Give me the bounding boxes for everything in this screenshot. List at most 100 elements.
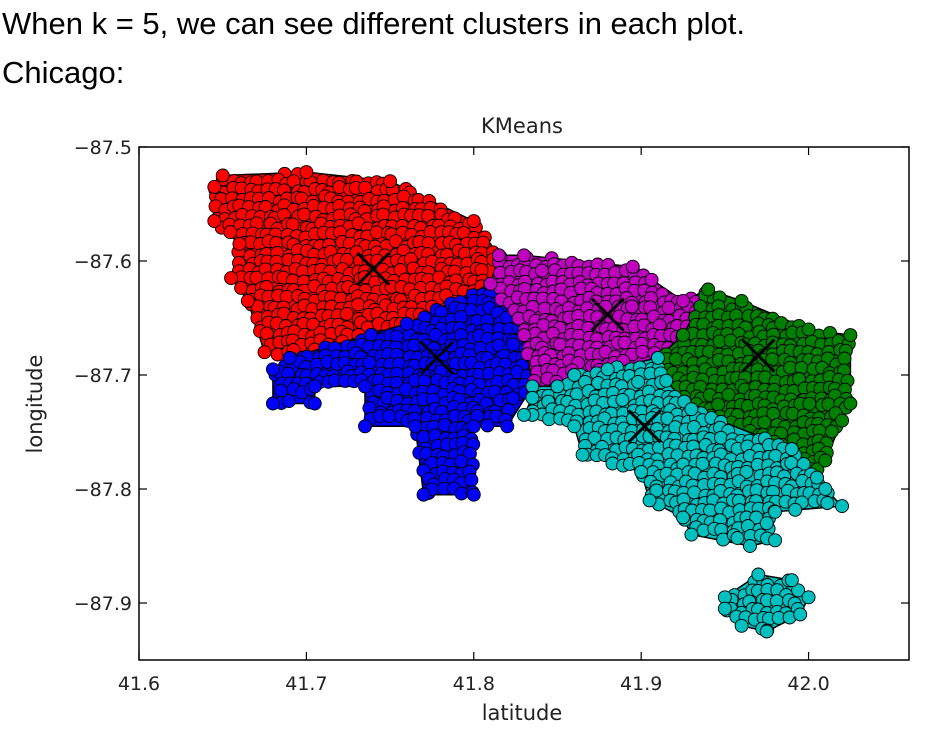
data-point — [625, 259, 640, 274]
data-point — [376, 207, 391, 222]
y-tick-label: −87.8 — [74, 479, 132, 501]
data-point — [835, 499, 849, 514]
data-point — [676, 510, 690, 525]
axis-ticks: 41.6 41.7 41.8 41.9 42.0 −87.5 −87.6 −87.7 −87.8… — [74, 137, 909, 695]
data-point — [734, 293, 749, 308]
cluster-points — [207, 165, 858, 639]
data-point — [835, 413, 849, 428]
data-point — [207, 214, 222, 229]
cluster-5 — [517, 350, 849, 553]
data-point — [382, 409, 397, 424]
centroid-x-marker — [627, 409, 662, 444]
data-point — [631, 374, 646, 389]
data-point — [517, 407, 531, 422]
data-point — [299, 165, 314, 180]
data-point — [297, 207, 311, 222]
data-point — [659, 373, 674, 388]
data-point — [224, 271, 239, 286]
data-point — [550, 379, 565, 394]
data-point — [464, 472, 479, 487]
data-point — [215, 168, 230, 183]
data-point — [265, 362, 280, 377]
data-point — [739, 464, 754, 479]
data-point — [843, 328, 858, 343]
data-point — [399, 316, 414, 331]
data-point — [615, 392, 630, 407]
centroid-x-marker — [419, 340, 455, 375]
data-point — [824, 424, 839, 439]
data-point — [734, 618, 749, 633]
data-point — [240, 293, 255, 308]
data-point — [600, 362, 615, 377]
data-point — [358, 379, 372, 394]
data-point — [491, 248, 506, 263]
plot-frame — [138, 146, 910, 661]
x-tick-label: 42.0 — [787, 673, 829, 695]
data-point — [730, 531, 745, 545]
centroid-markers — [356, 251, 776, 444]
y-tick-label: −87.9 — [74, 593, 132, 615]
data-point — [661, 300, 676, 315]
data-point — [759, 624, 774, 639]
data-point — [517, 248, 531, 263]
data-point — [466, 419, 481, 434]
data-point — [757, 415, 772, 430]
data-point — [416, 487, 431, 502]
data-point — [837, 351, 852, 366]
cluster-1 — [207, 165, 506, 365]
data-point — [383, 174, 398, 189]
y-tick-label: −87.7 — [74, 365, 132, 387]
centroid-x-marker — [356, 251, 391, 287]
data-point — [466, 487, 481, 502]
data-point — [818, 453, 833, 468]
data-point — [307, 379, 322, 394]
y-tick-label: −87.5 — [74, 137, 132, 159]
data-point — [500, 419, 515, 434]
y-axis-label: longitude — [23, 355, 47, 454]
data-point — [307, 396, 322, 411]
data-point — [717, 601, 732, 616]
data-point — [843, 396, 858, 411]
data-point — [711, 397, 726, 412]
y-tick-label: −87.6 — [74, 251, 132, 273]
data-point — [339, 306, 354, 321]
data-point — [801, 322, 816, 337]
data-point — [351, 297, 366, 312]
x-tick-label: 41.9 — [620, 673, 662, 695]
data-point — [257, 345, 272, 360]
data-point — [793, 607, 808, 622]
cluster-6 — [717, 567, 816, 639]
data-point — [820, 496, 835, 510]
data-point — [408, 419, 423, 434]
data-point — [801, 590, 816, 605]
data-point — [751, 567, 766, 582]
data-point — [784, 573, 799, 588]
data-point — [701, 282, 716, 297]
data-point — [483, 276, 498, 291]
centroid-x-marker — [741, 338, 776, 373]
x-tick-label: 41.8 — [453, 673, 495, 695]
data-point — [466, 214, 481, 229]
data-point — [788, 502, 803, 517]
data-point — [676, 293, 690, 308]
data-point — [416, 430, 431, 445]
x-tick-label: 41.7 — [285, 673, 327, 695]
data-point — [265, 396, 280, 411]
centroid-x-marker — [590, 297, 625, 332]
data-point — [480, 418, 495, 433]
data-point — [650, 350, 665, 365]
data-point — [684, 402, 699, 417]
data-point — [784, 442, 799, 457]
chart-title: KMeans — [481, 114, 563, 138]
data-point — [818, 482, 833, 496]
data-point — [281, 394, 296, 409]
data-point — [676, 328, 690, 343]
data-point — [232, 236, 247, 251]
data-point — [358, 419, 372, 434]
data-point — [223, 225, 238, 240]
data-point — [635, 344, 650, 359]
data-point — [721, 387, 736, 402]
data-point — [768, 533, 783, 548]
data-point — [809, 470, 824, 485]
intro-text: When k = 5, we can see different cluster… — [2, 6, 745, 41]
